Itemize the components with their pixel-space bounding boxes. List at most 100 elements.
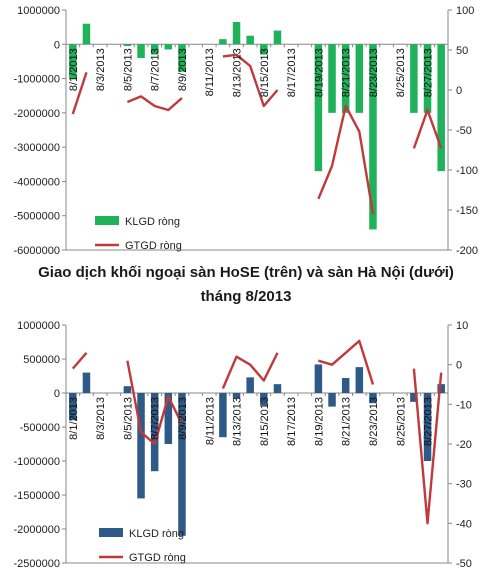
bar	[314, 364, 323, 393]
chart-hnx: 1000000 500000 0 -500000 -1000000 -1500000 -20…	[14, 320, 472, 570]
right-tick-label: -150	[456, 205, 478, 217]
x-tick-label: 8/3/2013	[95, 48, 107, 91]
bar	[260, 44, 268, 55]
series-line	[71, 53, 443, 215]
right-tick-label: -200	[456, 245, 478, 257]
x-tick-label: 8/25/2013	[395, 397, 407, 446]
bar	[437, 44, 445, 172]
x-tick-label: 8/11/2013	[204, 397, 216, 445]
right-tick-label: 10	[456, 320, 468, 332]
bar	[423, 393, 432, 461]
caption-line-2: tháng 8/2013	[200, 288, 292, 305]
left-tick-label: -5000000	[14, 211, 61, 223]
x-tick-label: 8/27/2013	[423, 48, 435, 97]
legend-swatch-bars	[95, 216, 119, 225]
left-tick-label: 0	[54, 39, 60, 51]
right-tick-label: -100	[456, 165, 478, 177]
bar	[178, 393, 186, 536]
bar	[137, 44, 145, 58]
bar	[355, 367, 364, 393]
bar	[273, 30, 282, 45]
x-tick-label: 8/21/2013	[341, 397, 353, 446]
right-tick-label: -40	[456, 518, 472, 530]
x-tick-label: 8/23/2013	[368, 48, 380, 97]
left-tick-label: 500000	[23, 354, 60, 366]
bar	[328, 44, 336, 113]
bar	[246, 377, 254, 393]
bar	[328, 393, 336, 407]
right-tick-label: 0	[456, 360, 462, 372]
bar	[341, 378, 350, 393]
bar	[423, 44, 432, 113]
bar	[69, 393, 77, 421]
bar	[164, 393, 173, 444]
bar	[369, 393, 377, 404]
left-tick-label: -2000000	[14, 524, 61, 536]
bar	[232, 22, 241, 45]
x-tick-label: 8/17/2013	[286, 397, 298, 446]
x-tick-label: 8/17/2013	[286, 48, 298, 97]
x-tick-label: 8/25/2013	[395, 48, 407, 97]
x-tick-label: 8/1/2013	[68, 397, 80, 440]
x-tick-label: 8/13/2013	[232, 48, 244, 97]
left-tick-label: -6000000	[14, 245, 61, 257]
bar	[314, 44, 323, 172]
right-tick-label: -30	[456, 479, 472, 491]
bar	[246, 35, 254, 45]
bar	[219, 393, 227, 438]
x-tick-label: 8/7/2013	[150, 48, 162, 91]
left-tick-label: -1000000	[14, 74, 61, 86]
right-tick-label: -50	[456, 558, 472, 570]
bar	[369, 44, 377, 230]
bar	[123, 44, 132, 46]
left-tick-label: -2500000	[14, 558, 61, 570]
bar	[273, 384, 282, 393]
x-tick-label: 8/23/2013	[368, 397, 380, 446]
bar	[150, 44, 159, 55]
bar	[123, 386, 132, 393]
bar	[437, 384, 445, 393]
bar	[69, 44, 77, 79]
legend-label-line: GTGD ròng	[129, 552, 186, 564]
bar	[410, 393, 418, 402]
chart-hose: 1000000 0 -1000000 -2000000 -3000000 -4000000…	[14, 5, 479, 257]
legend-label-bars: KLGD ròng	[129, 528, 184, 540]
bar	[164, 44, 173, 50]
left-tick-label: -4000000	[14, 176, 61, 188]
bar	[137, 393, 145, 499]
right-tick-label: 0	[456, 85, 462, 97]
x-tick-label: 8/5/2013	[122, 397, 134, 440]
legend-label-bars: KLGD ròng	[125, 216, 180, 228]
x-tick-label: 8/9/2013	[177, 48, 189, 91]
caption-line-1: Giao dịch khối ngoại sàn HoSE (trên) và …	[38, 264, 454, 281]
left-tick-label: -1000000	[14, 456, 61, 468]
left-tick-label: 1000000	[17, 5, 60, 17]
x-tick-label: 8/13/2013	[232, 397, 244, 446]
legend-swatch-bars	[99, 528, 123, 537]
right-tick-label: -20	[456, 439, 472, 451]
x-tick-label: 8/5/2013	[122, 48, 134, 91]
bar	[232, 393, 241, 399]
x-tick-label: 8/7/2013	[150, 397, 162, 440]
legend-label-line: GTGD ròng	[125, 240, 182, 252]
bar	[355, 44, 364, 113]
bar	[260, 393, 268, 406]
bar	[410, 44, 418, 113]
left-tick-label: -500000	[20, 422, 60, 434]
left-tick-label: -2000000	[14, 108, 61, 120]
x-tick-label: 8/15/2013	[259, 48, 271, 97]
left-tick-label: 1000000	[17, 320, 60, 332]
bar	[150, 393, 159, 472]
x-tick-label: 8/21/2013	[341, 48, 353, 97]
x-tick-label: 8/19/2013	[313, 48, 325, 97]
left-tick-label: -1500000	[14, 490, 61, 502]
x-tick-label: 8/15/2013	[259, 397, 271, 446]
bar	[82, 23, 91, 45]
right-tick-label: 100	[456, 5, 474, 17]
x-tick-label: 8/19/2013	[313, 397, 325, 446]
left-tick-label: 0	[54, 388, 60, 400]
bar	[219, 39, 227, 45]
x-tick-label: 8/27/2013	[423, 397, 435, 446]
series-line	[71, 339, 443, 525]
